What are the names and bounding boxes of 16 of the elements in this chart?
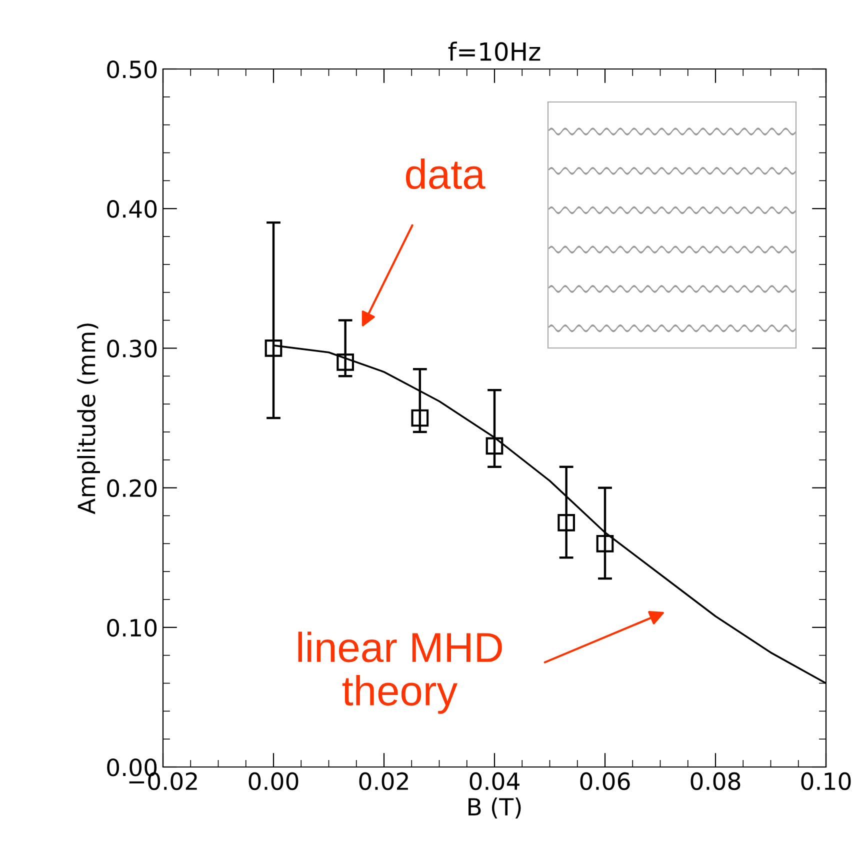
y-axis-title: Amplitude (mm)	[77, 324, 100, 514]
y-tick-label: 0.40	[107, 200, 157, 218]
annotation: linear MHD theory	[298, 632, 502, 714]
x-tick-label: 0.10	[801, 772, 851, 790]
x-axis-title: B (T)	[468, 798, 521, 819]
y-tick-label: 0.30	[107, 340, 157, 358]
annotation: data	[406, 158, 486, 190]
x-tick-label: 0.02	[359, 772, 408, 790]
chart-title: f=10Hz	[448, 42, 540, 62]
x-tick-label: 0.04	[470, 772, 520, 790]
x-tick-label: 0.00	[248, 772, 298, 790]
x-tick-label: 0.06	[580, 772, 630, 790]
y-tick-label: 0.10	[107, 618, 157, 637]
y-tick-label: 0.50	[107, 60, 157, 78]
x-tick-label: 0.08	[690, 772, 740, 790]
y-tick-label: 0.20	[107, 479, 157, 498]
